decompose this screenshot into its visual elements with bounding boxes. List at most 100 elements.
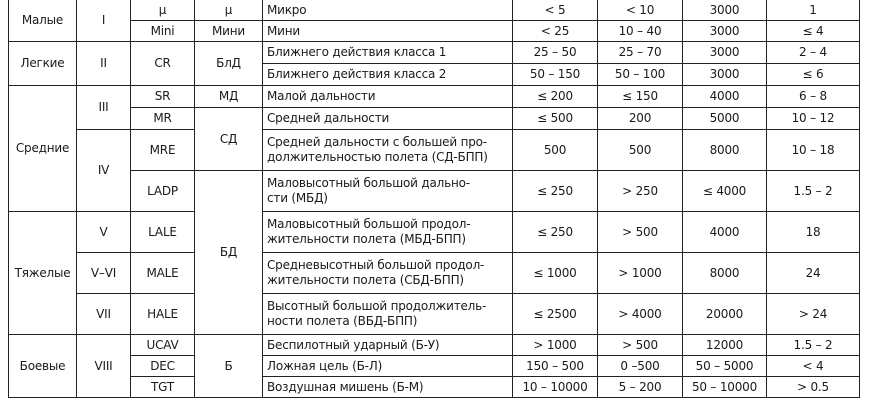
table-row: Средние III SR МД Малой дальности ≤ 200 ≤ 150 4…	[8, 85, 860, 212]
abbr-cell: МД	[194, 85, 263, 108]
value-cell-3: 3000	[682, 41, 767, 64]
value-cell-1: ≤ 500	[512, 107, 598, 130]
table-row: IV MRE Средней дальности с большей про-дол…	[9, 129, 860, 212]
code-cell: LALE	[130, 211, 195, 253]
table-row: Тяжелые V LALE Маловысотный большой продол-…	[8, 211, 860, 335]
value-cell-4: ≤ 4	[766, 20, 860, 42]
class-cell: IV	[76, 129, 131, 212]
group-cell: Легкие	[8, 41, 77, 86]
value-cell-4: 1	[766, 0, 860, 21]
value-cell-1: ≤ 250	[512, 211, 598, 253]
name-line: сти (МБД)	[267, 191, 328, 205]
value-cell-1: ≤ 1000	[512, 252, 598, 294]
table-row: Ближнего действия класса 2 50 – 150 50 – 1…	[9, 63, 860, 86]
value-cell-4: < 4	[766, 355, 860, 377]
value-cell-1: ≤ 200	[512, 85, 598, 108]
code-cell: DEC	[130, 355, 195, 377]
value-cell-2: 200	[597, 107, 683, 130]
table-row: TGT Воздушная мишень (Б-М) 10 – 10000 5 – 2…	[9, 376, 860, 398]
value-cell-4: 18	[766, 211, 860, 253]
name-cell: Ложная цель (Б-Л)	[262, 355, 513, 377]
value-cell-1: ≤ 250	[512, 170, 598, 212]
table-row: Mini Мини Мини < 25 10 – 40 3000 ≤ 4	[9, 20, 860, 42]
class-cell: VIII	[76, 334, 131, 398]
class-cell: III	[76, 85, 131, 130]
value-cell-4: 1.5 – 2	[766, 170, 860, 212]
table-row: Боевые VIII UCAV Б Беспилотный ударный (Б-У)…	[8, 334, 860, 398]
name-line: Средней дальности с большей про-	[267, 135, 487, 149]
name-cell: Средневысотный большой продол-жительност…	[262, 252, 513, 294]
name-line: Высотный большой продолжитель-	[267, 299, 487, 313]
value-cell-3: 8000	[682, 129, 767, 171]
value-cell-2: 500	[597, 129, 683, 171]
name-line: жительности полета (СБД-БПП)	[267, 273, 464, 287]
class-cell: VII	[76, 293, 131, 335]
abbr-cell: СД	[194, 107, 263, 171]
name-line: должительностью полета (СД-БПП)	[267, 150, 488, 164]
class-cell: V–VI	[76, 252, 131, 294]
value-cell-4: 1.5 – 2	[766, 334, 860, 356]
name-line: Беспилотный ударный (Б-У)	[267, 337, 440, 352]
value-cell-4: 10 – 18	[766, 129, 860, 171]
value-cell-2: 10 – 40	[597, 20, 683, 42]
name-line: ности полета (ВБД-БПП)	[267, 314, 418, 328]
value-cell-2: > 1000	[597, 252, 683, 294]
code-cell: CR	[130, 41, 195, 86]
value-cell-2: < 10	[597, 0, 683, 21]
value-cell-4: 24	[766, 252, 860, 294]
value-cell-4: > 0.5	[766, 376, 860, 398]
group-cell: Тяжелые	[8, 211, 77, 335]
code-cell: UCAV	[130, 334, 195, 356]
name-line: жительности полета (МБД-БПП)	[267, 232, 466, 246]
name-line: Маловысотный большой продол-	[267, 217, 471, 231]
code-cell: MRE	[130, 129, 195, 171]
table-row: V–VI MALE Средневысотный большой продол-жи…	[9, 252, 860, 294]
class-cell: I	[76, 0, 131, 42]
value-cell-4: 6 – 8	[766, 85, 860, 108]
table-row: LADP БД Маловысотный большой дально-сти (М…	[9, 170, 860, 335]
code-cell: μ	[130, 0, 195, 21]
value-cell-1: > 1000	[512, 334, 598, 356]
name-cell: Микро	[262, 0, 513, 21]
code-cell: LADP	[130, 170, 195, 212]
name-line: Средневысотный большой продол-	[267, 258, 485, 272]
value-cell-3: 50 – 10000	[682, 376, 767, 398]
group-cell: Боевые	[8, 334, 77, 398]
value-cell-1: 150 – 500	[512, 355, 598, 377]
group-cell: Малые	[8, 0, 77, 42]
value-cell-3: 4000	[682, 211, 767, 253]
value-cell-2: ≤ 150	[597, 85, 683, 108]
value-cell-2: 5 – 200	[597, 376, 683, 398]
value-cell-1: 50 – 150	[512, 63, 598, 86]
class-cell: II	[76, 41, 131, 86]
name-cell: Беспилотный ударный (Б-У)	[262, 334, 513, 356]
value-cell-4: ≤ 6	[766, 63, 860, 86]
name-cell: Ближнего действия класса 1	[262, 41, 513, 64]
name-line: Малой дальности	[267, 89, 376, 103]
value-cell-2: > 4000	[597, 293, 683, 335]
value-cell-3: 3000	[682, 20, 767, 42]
table-row: MR СД Средней дальности ≤ 500 200 5000 10 – 12	[9, 107, 860, 171]
table-row: Легкие II CR БлД Ближнего действия класса 1 2…	[8, 41, 860, 86]
value-cell-2: 0 –500	[597, 355, 683, 377]
value-cell-3: 50 – 5000	[682, 355, 767, 377]
table-row: VII HALE Высотный большой продолжитель-нос…	[9, 293, 860, 335]
value-cell-2: > 250	[597, 170, 683, 212]
value-cell-3: 4000	[682, 85, 767, 108]
name-cell: Мини	[262, 20, 513, 42]
name-line: Воздушная мишень (Б-М)	[267, 379, 424, 394]
value-cell-1: < 5	[512, 0, 598, 21]
value-cell-4: 2 – 4	[766, 41, 860, 64]
value-cell-3: 20000	[682, 293, 767, 335]
code-cell: Mini	[130, 20, 195, 42]
code-cell: MR	[130, 107, 195, 130]
name-cell: Средней дальности с большей про-должител…	[262, 129, 513, 171]
abbr-cell: μ	[194, 0, 263, 21]
name-cell: Средней дальности	[262, 107, 513, 130]
value-cell-3: 3000	[682, 0, 767, 21]
group-cell: Средние	[8, 85, 77, 212]
value-cell-4: 10 – 12	[766, 107, 860, 130]
name-cell: Высотный большой продолжитель-ности поле…	[262, 293, 513, 335]
abbr-cell: Б	[194, 334, 263, 398]
